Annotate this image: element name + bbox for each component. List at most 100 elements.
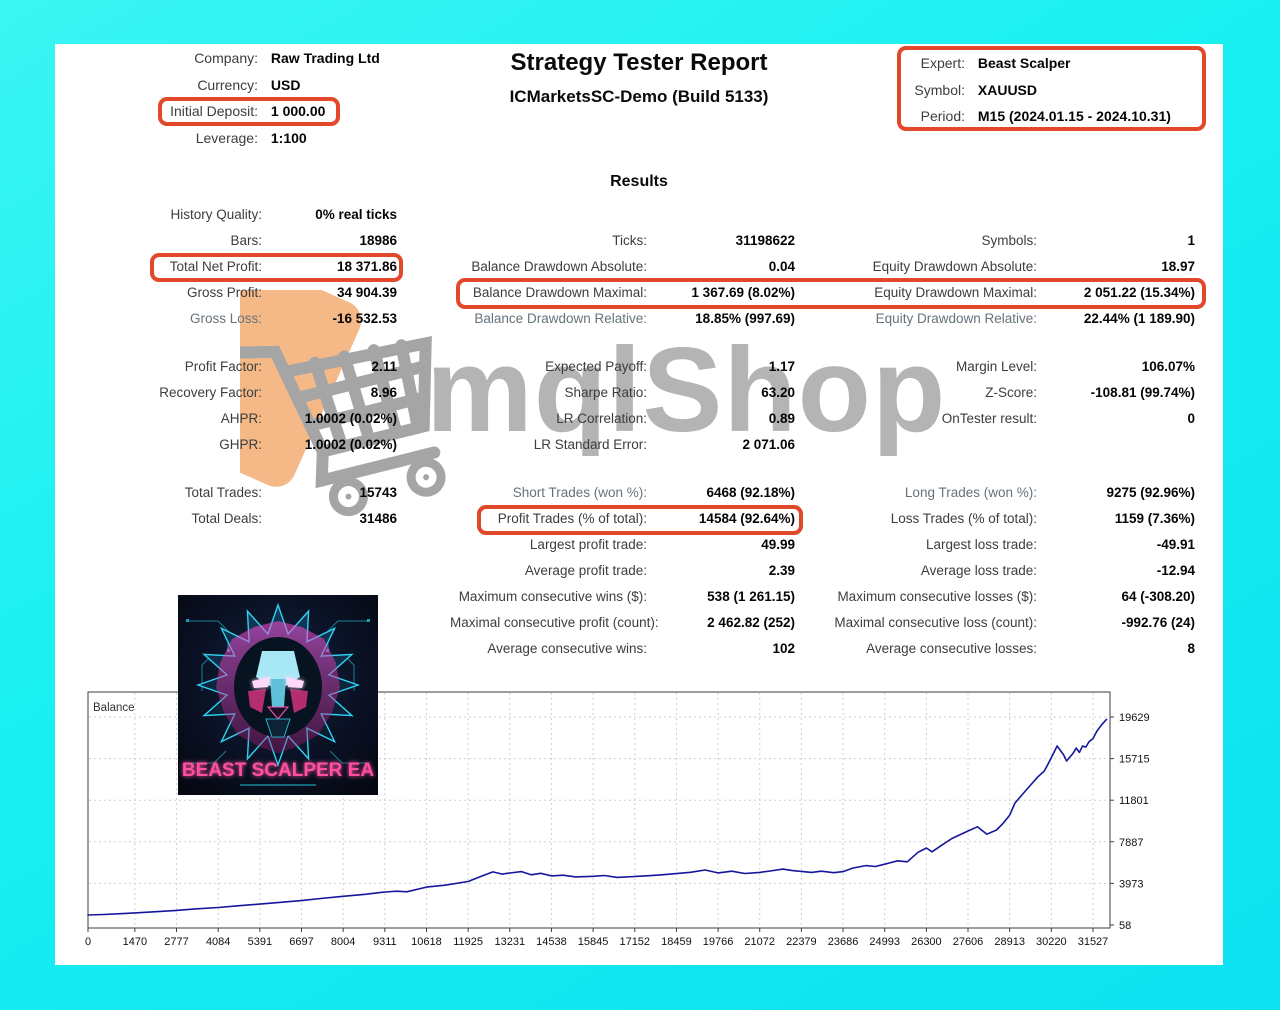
- stat-label: OnTester result:: [941, 411, 1037, 426]
- stat-value: -16 532.53: [332, 311, 397, 326]
- stat-label: Z-Score:: [985, 385, 1037, 400]
- stat-value: 1.0002 (0.02%): [304, 411, 397, 426]
- stat-row: Total Net Profit: 18 371.86: [140, 254, 397, 280]
- x-axis-tick-label: 19766: [703, 936, 734, 948]
- x-axis-tick-label: 6697: [289, 936, 313, 948]
- stat-row: Ticks: 31198622: [450, 228, 795, 254]
- stat-row: Gross Loss: -16 532.53: [140, 306, 397, 332]
- period-row: Period: M15 (2024.01.15 - 2024.10.31): [907, 103, 1171, 130]
- stat-row: Short Trades (won %): 6468 (92.18%): [450, 480, 795, 506]
- stat-row: Z-Score: -108.81 (99.74%): [818, 380, 1195, 406]
- stat-label: LR Correlation:: [556, 411, 647, 426]
- x-axis-tick-label: 8004: [331, 936, 355, 948]
- stat-value: 6468 (92.18%): [706, 485, 795, 500]
- stat-value: 1.17: [768, 359, 795, 374]
- x-axis-tick-label: 17152: [619, 936, 650, 948]
- stat-row: Sharpe Ratio: 63.20: [450, 380, 795, 406]
- stat-row: Average loss trade: -12.94: [818, 558, 1195, 584]
- server-build-subtitle: ICMarketsSC-Demo (Build 5133): [509, 87, 769, 106]
- stat-label: GHPR:: [219, 437, 262, 452]
- stat-label: Bars:: [230, 233, 262, 248]
- stat-value: 538 (1 261.15): [707, 589, 795, 604]
- stat-label: Average loss trade:: [920, 563, 1037, 578]
- stat-group: Total Trades: 15743 Total Deals: 31486: [140, 480, 397, 532]
- x-axis-tick-label: 9311: [373, 936, 397, 948]
- stat-row: AHPR: 1.0002 (0.02%): [140, 406, 397, 432]
- stat-label: Equity Drawdown Maximal:: [874, 285, 1037, 300]
- x-axis-tick-label: 24993: [869, 936, 900, 948]
- results-heading: Results: [610, 173, 668, 190]
- stat-group: Short Trades (won %): 6468 (92.18%) Profit…: [450, 480, 795, 662]
- stat-label: Expected Payoff:: [545, 359, 647, 374]
- stat-label: Equity Drawdown Relative:: [875, 311, 1037, 326]
- currency-value: USD: [270, 76, 301, 93]
- stat-row: Balance Drawdown Absolute: 0.04: [450, 254, 795, 280]
- stat-value: 49.99: [761, 537, 795, 552]
- account-info: Company: Raw Trading Ltd Currency: USD I…: [140, 45, 380, 151]
- stat-row: LR Correlation: 0.89: [450, 406, 795, 432]
- stat-row: Average consecutive wins: 102: [450, 636, 795, 662]
- stat-row: Total Trades: 15743: [140, 480, 397, 506]
- stat-label: Profit Trades (% of total):: [497, 511, 647, 526]
- page-title: Strategy Tester Report: [510, 49, 768, 76]
- y-axis-tick-label: 3973: [1119, 878, 1143, 890]
- stat-row: Equity Drawdown Maximal: 2 051.22 (15.34%…: [818, 280, 1195, 306]
- stat-row: Equity Drawdown Absolute: 18.97: [818, 254, 1195, 280]
- stat-row: Profit Factor: 2.11: [140, 354, 397, 380]
- currency-row: Currency: USD: [140, 72, 380, 99]
- leverage-row: Leverage: 1:100: [140, 125, 380, 152]
- initial-deposit-value: 1 000.00: [270, 103, 326, 119]
- stat-label: Gross Loss:: [189, 311, 262, 326]
- expert-label: Expert:: [920, 55, 965, 71]
- stat-value: 0: [1187, 411, 1195, 426]
- stat-label: Maximal consecutive profit (count):: [450, 615, 659, 630]
- stat-label: Profit Factor:: [184, 359, 262, 374]
- symbol-label: Symbol:: [914, 81, 965, 98]
- x-axis-tick-label: 14538: [536, 936, 567, 948]
- stat-value: 1159 (7.36%): [1114, 511, 1195, 526]
- stat-label: Symbols:: [981, 233, 1037, 248]
- stat-value: 18986: [359, 233, 397, 248]
- stat-group: Symbols: 1 Equity Drawdown Absolute: 18.97 E…: [818, 228, 1195, 332]
- stat-value: 18.97: [1161, 259, 1195, 274]
- stat-value: 106.07%: [1141, 359, 1195, 374]
- y-axis-tick-label: 7887: [1119, 837, 1143, 849]
- stat-row: Bars: 18986: [140, 228, 397, 254]
- stat-value: 63.20: [761, 385, 795, 400]
- stat-value: 14584 (92.64%): [698, 511, 795, 526]
- x-axis-tick-label: 13231: [494, 936, 525, 948]
- x-axis-tick-label: 21072: [744, 936, 775, 948]
- period-value: M15 (2024.01.15 - 2024.10.31): [977, 108, 1171, 124]
- stat-row: Average consecutive losses: 8: [818, 636, 1195, 662]
- x-axis-tick-label: 1470: [123, 936, 147, 948]
- stat-label: Sharpe Ratio:: [564, 385, 647, 400]
- x-axis-tick-label: 0: [85, 936, 91, 948]
- stat-group: Long Trades (won %): 9275 (92.96%) Loss Tr…: [818, 480, 1195, 662]
- stat-row: Maximal consecutive profit (count): 2 462…: [450, 610, 795, 636]
- stat-label: Equity Drawdown Absolute:: [872, 259, 1037, 274]
- stat-label: Balance Drawdown Absolute:: [471, 259, 647, 274]
- stat-value: 0% real ticks: [315, 207, 397, 222]
- stat-row: Gross Profit: 34 904.39: [140, 280, 397, 306]
- x-axis-tick-label: 4084: [206, 936, 230, 948]
- x-axis-tick-label: 15845: [578, 936, 609, 948]
- stat-row: Equity Drawdown Relative: 22.44% (1 189.9…: [818, 306, 1195, 332]
- stat-group: History Quality: 0% real ticks Bars: 18986 T…: [140, 202, 397, 332]
- stat-value: 34 904.39: [336, 285, 397, 300]
- stat-value: 102: [772, 641, 795, 656]
- stat-value: 2 462.82 (252): [707, 615, 795, 630]
- x-axis-tick-label: 2777: [164, 936, 188, 948]
- stat-label: History Quality:: [170, 207, 262, 222]
- stat-row: Maximum consecutive wins ($): 538 (1 261.…: [450, 584, 795, 610]
- initial-deposit-row: Initial Deposit: 1 000.00: [140, 98, 380, 125]
- stat-label: AHPR:: [220, 411, 262, 426]
- stat-value: 22.44% (1 189.90): [1083, 311, 1195, 326]
- stat-row: Long Trades (won %): 9275 (92.96%): [818, 480, 1195, 506]
- stat-row: Symbols: 1: [818, 228, 1195, 254]
- stat-label: Balance Drawdown Maximal:: [472, 285, 647, 300]
- stat-label: Total Net Profit:: [169, 259, 262, 274]
- y-axis-tick-label: 11801: [1119, 795, 1149, 807]
- symbol-value: XAUUSD: [977, 81, 1038, 98]
- company-row: Company: Raw Trading Ltd: [140, 45, 380, 72]
- lion-head-icon: BEAST SCALPER EA: [182, 602, 374, 786]
